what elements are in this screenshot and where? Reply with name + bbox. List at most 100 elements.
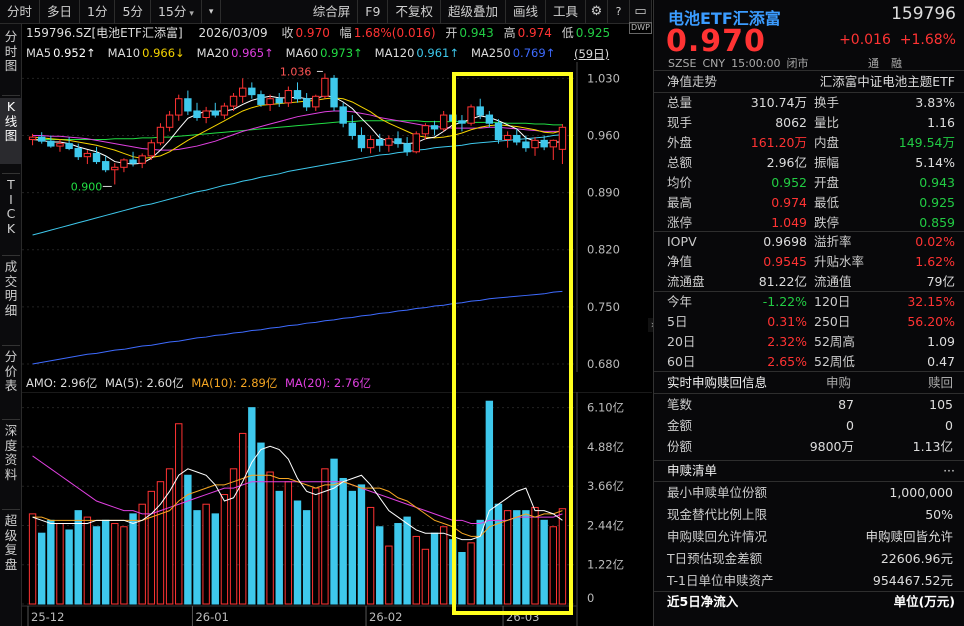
candle[interactable]	[83, 150, 92, 165]
candle[interactable]	[74, 143, 82, 160]
volume-bar[interactable]	[275, 490, 283, 605]
candle[interactable]	[165, 110, 174, 132]
volume-bar[interactable]	[257, 442, 265, 605]
volume-bar[interactable]	[92, 526, 101, 605]
candle[interactable]	[275, 93, 283, 107]
volume-bar[interactable]	[248, 407, 256, 605]
volume-bar[interactable]	[74, 510, 82, 605]
candle[interactable]	[56, 139, 64, 152]
candle[interactable]	[366, 135, 375, 154]
volume-bar[interactable]	[38, 532, 46, 605]
candle[interactable]	[202, 106, 210, 124]
candle[interactable]	[92, 146, 101, 165]
period-tab-4[interactable]: 15分	[151, 0, 202, 24]
nav-item-5[interactable]: 深 度 资 料	[4, 423, 18, 482]
candle[interactable]	[184, 90, 192, 116]
nav-item-0[interactable]: 分 时 图	[4, 29, 18, 73]
toolbar-item-5[interactable]: 工具	[546, 0, 586, 24]
nav-item-3[interactable]: 成 交 明 细	[4, 259, 18, 318]
candle[interactable]	[266, 94, 274, 111]
volume-bar[interactable]	[202, 503, 210, 605]
candle[interactable]	[439, 110, 448, 132]
volume-bar[interactable]	[357, 484, 366, 605]
period-tab-0[interactable]: 分时	[0, 0, 41, 24]
toolbar-item-1[interactable]: F9	[358, 0, 389, 24]
toolbar-item-4[interactable]: 画线	[506, 0, 546, 24]
candle[interactable]	[220, 102, 229, 120]
volume-bar[interactable]	[165, 468, 174, 605]
help-icon[interactable]: ?	[608, 0, 630, 24]
period-more-button[interactable]: ▾	[202, 0, 222, 24]
candle[interactable]	[376, 133, 384, 152]
candle[interactable]	[211, 102, 219, 118]
candle[interactable]	[120, 158, 128, 173]
candle[interactable]	[540, 135, 548, 151]
candle[interactable]	[558, 124, 567, 165]
volume-bar[interactable]	[403, 516, 411, 605]
collapse-icon[interactable]: ▭	[630, 0, 652, 24]
volume-bar[interactable]	[266, 471, 274, 605]
candle[interactable]	[38, 132, 46, 144]
kline-chart[interactable]: 1.030 0.960 0.890 0.820 0.750 0.680 1.036 0.900	[22, 62, 652, 372]
nav-item-1[interactable]: K 线 图	[0, 98, 22, 164]
candle[interactable]	[293, 82, 302, 103]
candle[interactable]	[494, 119, 503, 144]
candle[interactable]	[28, 133, 37, 146]
candle[interactable]	[403, 137, 411, 156]
volume-bar[interactable]	[412, 535, 420, 605]
candle[interactable]	[147, 139, 156, 160]
candle[interactable]	[503, 131, 512, 148]
volume-bar[interactable]	[47, 519, 55, 605]
volume-bar[interactable]	[503, 510, 512, 605]
candle[interactable]	[257, 90, 265, 107]
candle[interactable]	[111, 163, 119, 185]
volume-bar[interactable]	[56, 523, 64, 605]
candle[interactable]	[193, 102, 201, 121]
candle[interactable]	[330, 75, 338, 111]
volume-bar[interactable]	[111, 523, 119, 605]
volume-bar[interactable]	[138, 503, 146, 605]
toolbar-item-0[interactable]: 综合屏	[306, 0, 359, 24]
candle[interactable]	[248, 82, 256, 99]
volume-bar[interactable]	[211, 513, 219, 605]
volume-bar[interactable]	[348, 490, 357, 605]
volume-bar[interactable]	[430, 532, 439, 605]
volume-bar[interactable]	[238, 432, 247, 605]
settings-icon[interactable]: ⚙	[586, 0, 608, 24]
volume-bar[interactable]	[376, 526, 384, 605]
volume-bar[interactable]	[120, 526, 128, 605]
candle[interactable]	[238, 78, 247, 103]
volume-bar[interactable]	[321, 468, 329, 605]
candle[interactable]	[476, 98, 484, 120]
period-tab-2[interactable]: 1分	[80, 0, 116, 24]
candle[interactable]	[385, 135, 393, 152]
volume-bar[interactable]	[101, 519, 110, 605]
volume-bar[interactable]	[83, 516, 92, 605]
volume-bar[interactable]	[184, 474, 192, 605]
dwp-badge[interactable]: DWP	[629, 22, 652, 34]
volume-bar[interactable]	[522, 510, 530, 605]
candle[interactable]	[175, 94, 183, 121]
candle[interactable]	[65, 137, 73, 151]
volume-bar[interactable]	[439, 526, 448, 605]
candle[interactable]	[138, 153, 146, 169]
candle[interactable]	[129, 151, 137, 167]
volume-bar[interactable]	[156, 481, 165, 605]
volume-bar[interactable]	[175, 423, 183, 605]
volume-bar[interactable]	[558, 508, 567, 605]
volume-bar[interactable]	[421, 548, 430, 605]
volume-bar[interactable]	[339, 477, 347, 605]
period-tab-1[interactable]: 多日	[40, 0, 81, 24]
volume-bar[interactable]	[540, 519, 548, 605]
volume-bar[interactable]	[366, 506, 375, 605]
nav-item-4[interactable]: 分 价 表	[4, 349, 18, 393]
candle[interactable]	[549, 139, 557, 160]
volume-bar[interactable]	[385, 545, 393, 605]
candle[interactable]	[321, 73, 329, 99]
candle[interactable]	[284, 86, 293, 107]
candle[interactable]	[522, 135, 530, 152]
candle[interactable]	[348, 115, 357, 140]
candle[interactable]	[412, 131, 420, 154]
volume-bar[interactable]	[28, 513, 37, 605]
volume-bar[interactable]	[312, 487, 320, 605]
